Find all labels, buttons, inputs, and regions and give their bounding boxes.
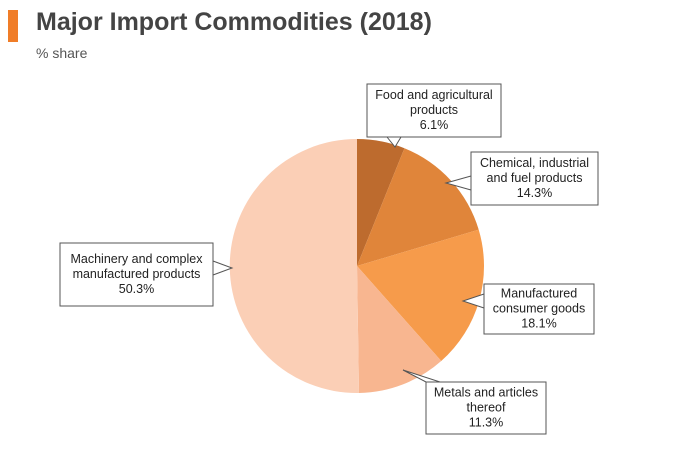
- callout-pointer-5: [212, 260, 234, 276]
- slice-value-label-3: 18.1%: [521, 317, 556, 331]
- slice-category-label-1: products: [410, 103, 458, 117]
- callout-pointer-2: [444, 175, 472, 191]
- slice-category-label-2: Chemical, industrial: [480, 156, 589, 170]
- slice-category-label-3: consumer goods: [493, 302, 585, 316]
- callout-pointer-4: [402, 369, 441, 383]
- slice-category-label-5: Machinery and complex: [70, 252, 203, 266]
- callout-pointer-3: [461, 293, 485, 309]
- slice-category-label-4: thereof: [467, 401, 506, 415]
- chart-subtitle: % share: [36, 45, 88, 61]
- pie-slice-5: [229, 138, 359, 393]
- callout-box-5: [59, 242, 214, 307]
- slice-value-label-2: 14.3%: [517, 186, 552, 200]
- slice-category-label-3: Manufactured: [501, 287, 577, 301]
- callout-box-1: [366, 83, 502, 138]
- slice-category-label-2: and fuel products: [487, 171, 583, 185]
- callout-pointer-1: [386, 136, 402, 148]
- pie-slice-4: [357, 266, 442, 393]
- callout-box-2: [470, 151, 599, 206]
- slice-value-label-1: 6.1%: [420, 118, 449, 132]
- slice-category-label-1: Food and agricultural: [375, 88, 492, 102]
- slice-category-label-4: Metals and articles: [434, 386, 538, 400]
- callout-box-4: [425, 381, 547, 435]
- title-accent-bar: [8, 10, 18, 42]
- chart-title: Major Import Commodities (2018): [36, 8, 432, 36]
- pie-slice-3: [357, 229, 485, 362]
- slice-value-label-4: 11.3%: [469, 416, 504, 430]
- slice-value-label-5: 50.3%: [119, 282, 154, 296]
- callout-box-3: [483, 283, 595, 335]
- pie-slice-1: [357, 139, 405, 266]
- slice-category-label-5: manufactured products: [73, 267, 201, 281]
- pie-slice-2: [357, 148, 479, 266]
